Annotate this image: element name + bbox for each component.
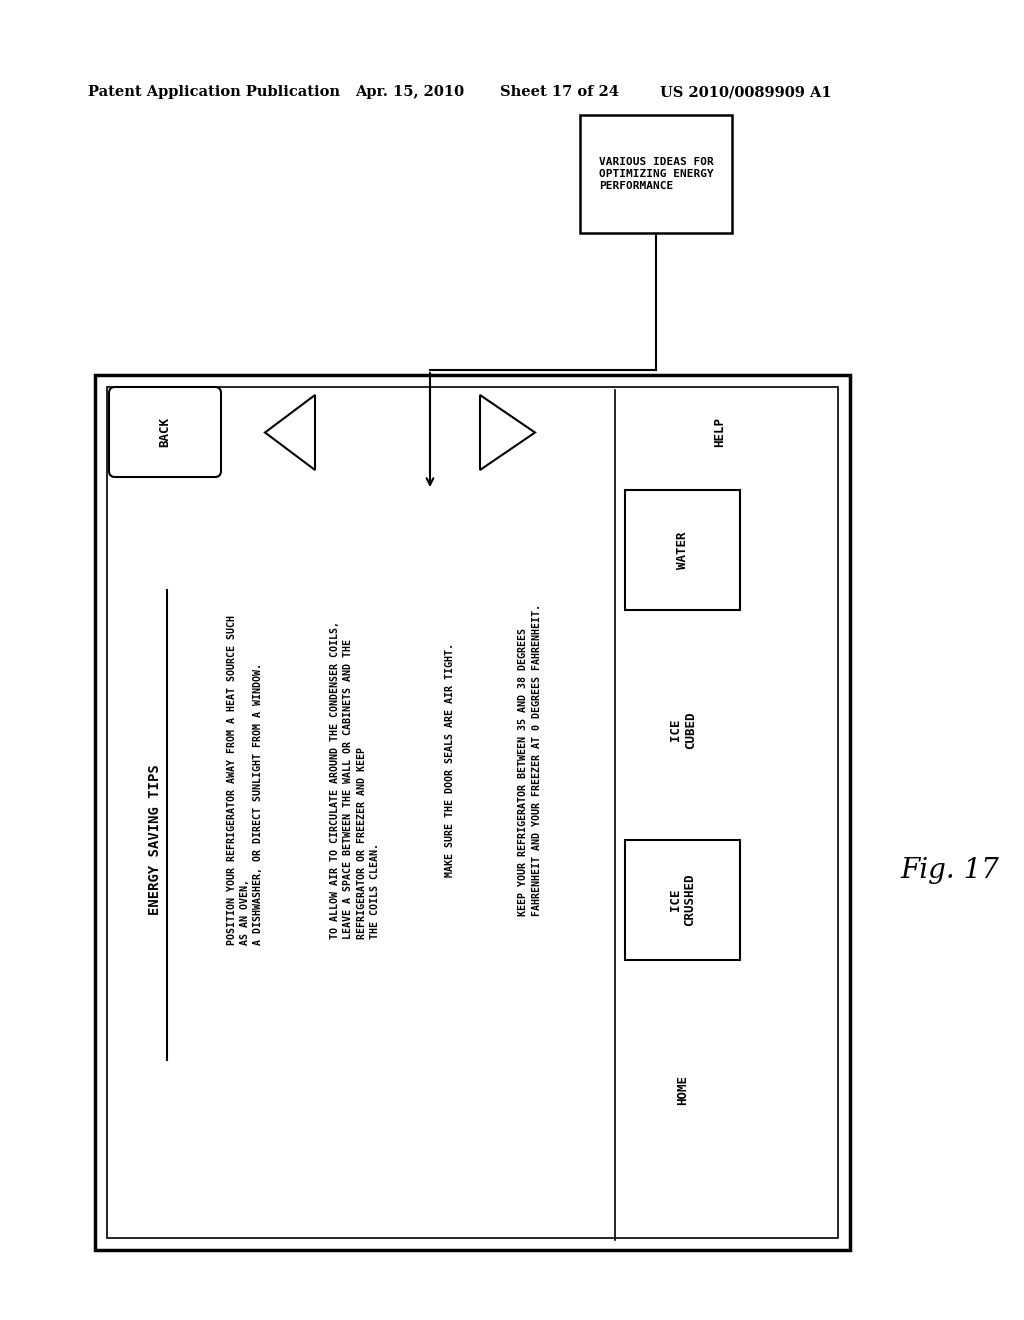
Text: POSITION YOUR REFRIGERATOR AWAY FROM A HEAT SOURCE SUCH
AS AN OVEN,
A DISHWASHER: POSITION YOUR REFRIGERATOR AWAY FROM A H… [226, 615, 263, 945]
Bar [106, 387, 838, 1238]
Text: HOME: HOME [677, 1074, 689, 1105]
FancyBboxPatch shape [109, 387, 221, 477]
Text: ICE
CRUSHED: ICE CRUSHED [669, 874, 696, 927]
Text: HELP: HELP [714, 417, 726, 447]
Text: TO ALLOW AIR TO CIRCULATE AROUND THE CONDENSER COILS,
LEAVE A SPACE BETWEEN THE : TO ALLOW AIR TO CIRCULATE AROUND THE CON… [330, 620, 380, 939]
Bar [625, 840, 740, 960]
Text: ENERGY SAVING TIPS: ENERGY SAVING TIPS [148, 764, 162, 915]
Bar [625, 490, 740, 610]
Bar [95, 375, 850, 1250]
Text: Sheet 17 of 24: Sheet 17 of 24 [500, 84, 618, 99]
Text: BACK: BACK [159, 417, 171, 447]
Text: VARIOUS IDEAS FOR
OPTIMIZING ENERGY
PERFORMANCE: VARIOUS IDEAS FOR OPTIMIZING ENERGY PERF… [599, 157, 714, 190]
Bar [580, 115, 732, 234]
Text: MAKE SURE THE DOOR SEALS ARE AIR TIGHT.: MAKE SURE THE DOOR SEALS ARE AIR TIGHT. [445, 643, 455, 876]
Text: Patent Application Publication: Patent Application Publication [88, 84, 340, 99]
Text: US 2010/0089909 A1: US 2010/0089909 A1 [660, 84, 831, 99]
Text: ICE
CUBED: ICE CUBED [669, 711, 697, 748]
Text: KEEP YOUR REFRIGERATOR BETWEEN 35 AND 38 DEGREES
FAHRENHEIT AND YOUR FREEZER AT : KEEP YOUR REFRIGERATOR BETWEEN 35 AND 38… [518, 605, 542, 916]
Text: WATER: WATER [676, 531, 689, 569]
Text: Apr. 15, 2010: Apr. 15, 2010 [355, 84, 464, 99]
Text: Fig. 17: Fig. 17 [900, 857, 998, 883]
